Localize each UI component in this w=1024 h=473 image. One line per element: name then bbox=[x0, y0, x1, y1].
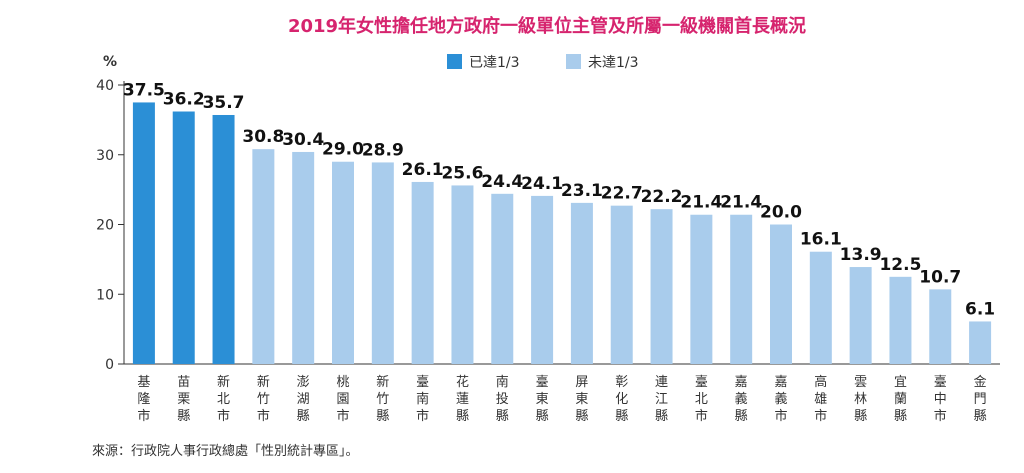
y-tick-label: 0 bbox=[105, 357, 114, 373]
bar bbox=[650, 209, 673, 364]
bar-value-label: 35.7 bbox=[203, 93, 245, 113]
bar-value-label: 26.1 bbox=[402, 160, 444, 180]
x-tick-label: 臺東縣 bbox=[536, 375, 549, 424]
bar-value-label: 28.9 bbox=[362, 140, 404, 160]
bar-value-label: 22.2 bbox=[641, 187, 683, 207]
bar bbox=[531, 195, 554, 364]
y-tick-label: 20 bbox=[96, 218, 114, 234]
bar-value-label: 20.0 bbox=[760, 203, 802, 223]
x-tick-label: 苗栗縣 bbox=[177, 375, 190, 424]
bar-value-label: 21.4 bbox=[720, 193, 762, 213]
bar-value-label: 12.5 bbox=[879, 255, 921, 275]
bar bbox=[570, 202, 593, 364]
bar bbox=[889, 276, 912, 364]
bar bbox=[292, 151, 315, 364]
x-tick-label: 連江縣 bbox=[655, 375, 668, 424]
x-tick-label: 新竹縣 bbox=[376, 374, 389, 424]
x-tick-label: 新竹市 bbox=[257, 374, 270, 424]
bar bbox=[172, 111, 195, 364]
bar bbox=[809, 251, 832, 364]
bar bbox=[690, 214, 713, 364]
x-tick-label: 臺南市 bbox=[416, 375, 429, 424]
bar bbox=[730, 214, 753, 364]
bar-value-label: 22.7 bbox=[601, 184, 643, 204]
x-tick-label: 花蓮縣 bbox=[456, 374, 469, 424]
x-tick-label: 南投縣 bbox=[496, 374, 509, 424]
bar-value-label: 16.1 bbox=[800, 230, 842, 250]
bar bbox=[132, 102, 155, 364]
bar bbox=[252, 149, 275, 364]
legend-label: 未達1/3 bbox=[588, 55, 639, 71]
x-tick-label: 臺中市 bbox=[934, 375, 947, 424]
x-tick-label: 新北市 bbox=[217, 374, 230, 424]
bar-value-label: 37.5 bbox=[123, 80, 165, 100]
bar bbox=[929, 289, 952, 364]
bar bbox=[212, 114, 235, 365]
x-tick-label: 屏東縣 bbox=[575, 375, 588, 424]
bar bbox=[610, 205, 633, 364]
x-tick-label: 基隆市 bbox=[137, 375, 150, 424]
bar bbox=[332, 161, 354, 364]
bar-value-label: 36.2 bbox=[163, 90, 205, 110]
x-tick-label: 宜蘭縣 bbox=[894, 375, 907, 424]
bar-value-label: 6.1 bbox=[965, 299, 995, 319]
y-tick-label: 10 bbox=[96, 287, 114, 303]
x-tick-label: 金門縣 bbox=[974, 374, 987, 424]
x-tick-label: 高雄市 bbox=[814, 374, 827, 424]
bar-value-label: 13.9 bbox=[840, 245, 882, 265]
source-note: 來源：行政院人事行政總處「性別統計專區」。 bbox=[92, 444, 359, 459]
bar-value-label: 24.1 bbox=[521, 174, 563, 194]
x-tick-label: 臺北市 bbox=[695, 375, 708, 424]
bar bbox=[491, 193, 514, 364]
bar bbox=[411, 181, 434, 364]
bar bbox=[451, 185, 474, 364]
bar-value-label: 10.7 bbox=[919, 267, 961, 287]
bar-value-label: 30.8 bbox=[242, 127, 284, 147]
chart-title: 2019年女性擔任地方政府一級單位主管及所屬一級機關首長概況 bbox=[287, 16, 807, 37]
bar-value-label: 29.0 bbox=[322, 140, 364, 160]
bar-value-label: 21.4 bbox=[680, 193, 722, 213]
x-tick-label: 澎湖縣 bbox=[297, 375, 310, 424]
x-tick-label: 彰化縣 bbox=[615, 374, 628, 424]
bar bbox=[770, 224, 792, 364]
y-tick-label: 40 bbox=[96, 78, 114, 94]
bar-value-label: 25.6 bbox=[441, 163, 483, 183]
y-axis-unit: % bbox=[103, 54, 117, 70]
bar bbox=[849, 267, 872, 364]
bar-value-label: 30.4 bbox=[282, 130, 324, 150]
x-tick-label: 桃園市 bbox=[336, 375, 349, 424]
bar-value-label: 23.1 bbox=[561, 181, 603, 201]
bar bbox=[969, 321, 992, 364]
legend-swatch bbox=[566, 54, 581, 69]
x-tick-label: 嘉義市 bbox=[774, 375, 787, 424]
legend-label: 已達1/3 bbox=[469, 55, 520, 71]
bar bbox=[371, 162, 394, 364]
x-tick-label: 雲林縣 bbox=[854, 375, 867, 424]
x-tick-label: 嘉義縣 bbox=[735, 375, 748, 424]
y-tick-label: 30 bbox=[96, 148, 114, 164]
bar-value-label: 24.4 bbox=[481, 172, 523, 192]
legend-swatch bbox=[447, 54, 462, 69]
